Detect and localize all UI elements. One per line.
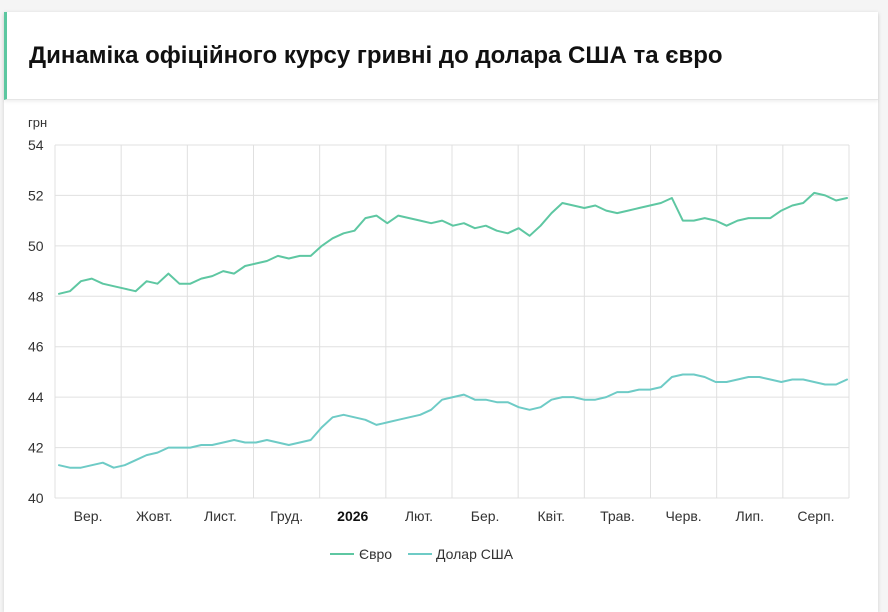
series-line-usd	[58, 373, 848, 469]
axes: 40 42 44 46 48 50 52 54 грн Вер. Жовт. Лист. Груд. 20…	[28, 115, 834, 524]
y-axis-unit: грн	[28, 115, 47, 130]
chart-header: Динаміка офіційного курсу гривні до дола…	[4, 12, 878, 100]
y-tick-label: 52	[28, 187, 44, 203]
y-tick-label: 44	[28, 389, 44, 405]
x-tick-label: Квіт.	[538, 508, 565, 524]
chart-card: Динаміка офіційного курсу гривні до дола…	[4, 12, 878, 612]
x-tick-label: Груд.	[270, 508, 303, 524]
y-tick-label: 46	[28, 339, 44, 355]
y-tick-label: 50	[28, 238, 44, 254]
x-tick-label: Серп.	[797, 508, 834, 524]
x-tick-label: Трав.	[600, 508, 635, 524]
x-tick-label: Лип.	[736, 508, 764, 524]
y-tick-label: 54	[28, 137, 44, 153]
x-tick-label: Жовт.	[136, 508, 172, 524]
x-tick-label: Лют.	[405, 508, 433, 524]
chart-title: Динаміка офіційного курсу гривні до дола…	[29, 42, 723, 69]
legend-label-euro: Євро	[359, 546, 392, 562]
legend-label-usd: Долар США	[436, 546, 514, 562]
series-lines	[58, 191, 848, 469]
x-tick-label: Вер.	[74, 508, 103, 524]
x-tick-label: 2026	[337, 508, 368, 524]
exchange-rate-chart: 40 42 44 46 48 50 52 54 грн Вер. Жовт. Лист. Груд. 20…	[28, 115, 850, 562]
x-tick-label: Лист.	[204, 508, 237, 524]
legend: Євро Долар США	[330, 546, 514, 562]
y-tick-label: 48	[28, 288, 44, 304]
grid	[54, 144, 850, 499]
series-line-euro	[58, 191, 848, 295]
x-tick-label: Бер.	[471, 508, 500, 524]
x-tick-label: Черв.	[665, 508, 701, 524]
y-tick-label: 42	[28, 440, 44, 456]
y-tick-label: 40	[28, 490, 44, 506]
